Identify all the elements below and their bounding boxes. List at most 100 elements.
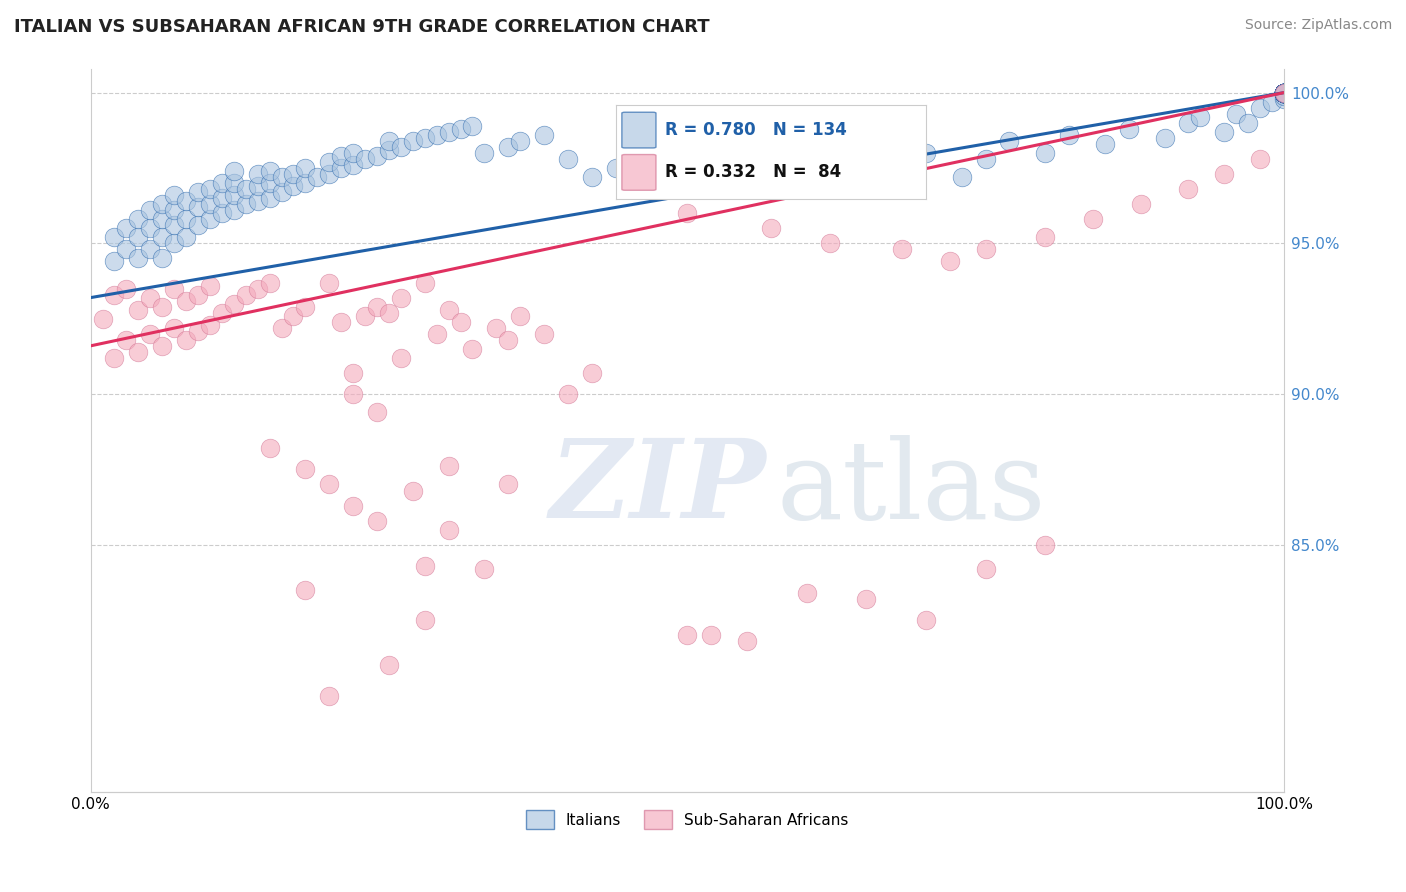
Point [509, 309, 531, 323]
Point [1272, 86, 1295, 100]
Point [115, 221, 138, 235]
Point [246, 179, 269, 194]
Point [676, 628, 699, 642]
Point [366, 300, 388, 314]
Point [998, 134, 1021, 148]
Point [198, 182, 221, 196]
Point [198, 318, 221, 332]
Point [342, 387, 364, 401]
Point [366, 149, 388, 163]
Point [1272, 86, 1295, 100]
Point [915, 145, 938, 160]
Point [139, 203, 162, 218]
Point [891, 161, 914, 175]
Point [139, 221, 162, 235]
Point [1272, 86, 1295, 100]
Point [330, 161, 353, 175]
Point [1272, 86, 1295, 100]
Point [163, 219, 186, 233]
Point [1033, 145, 1056, 160]
Point [283, 309, 305, 323]
Point [150, 230, 173, 244]
Point [330, 149, 353, 163]
Point [855, 140, 877, 154]
Point [1081, 212, 1104, 227]
Point [1094, 136, 1116, 151]
Point [283, 167, 305, 181]
Point [211, 176, 233, 190]
Point [1153, 131, 1175, 145]
Point [1118, 121, 1140, 136]
Point [1272, 88, 1295, 103]
Point [1272, 86, 1295, 100]
Point [103, 254, 125, 268]
Point [1249, 152, 1271, 166]
Point [163, 282, 186, 296]
Point [246, 282, 269, 296]
Point [115, 333, 138, 347]
Point [1272, 86, 1295, 100]
Point [246, 194, 269, 209]
Point [211, 206, 233, 220]
Point [1272, 86, 1295, 100]
Point [496, 140, 519, 154]
Point [402, 134, 425, 148]
Point [389, 140, 412, 154]
Point [1213, 125, 1236, 139]
Point [389, 351, 412, 365]
Point [437, 302, 460, 317]
Point [187, 324, 209, 338]
Point [163, 188, 186, 202]
Point [1272, 86, 1295, 100]
Point [103, 287, 125, 301]
Point [103, 230, 125, 244]
Point [389, 291, 412, 305]
Point [163, 236, 186, 251]
Point [1272, 86, 1295, 100]
Point [330, 315, 353, 329]
Point [413, 276, 436, 290]
Point [187, 287, 209, 301]
Point [1249, 101, 1271, 115]
Point [735, 634, 758, 648]
Point [378, 134, 401, 148]
Point [1213, 167, 1236, 181]
Point [1272, 86, 1295, 100]
Point [259, 442, 281, 456]
Point [413, 131, 436, 145]
Point [461, 119, 484, 133]
Point [294, 176, 316, 190]
Point [759, 221, 782, 235]
Point [974, 562, 997, 576]
Point [187, 219, 209, 233]
Point [496, 333, 519, 347]
Point [437, 459, 460, 474]
Point [127, 230, 149, 244]
Point [831, 145, 853, 160]
Point [259, 191, 281, 205]
Point [1272, 86, 1295, 100]
Point [1272, 86, 1295, 100]
Point [820, 236, 842, 251]
Point [163, 320, 186, 334]
Point [222, 188, 245, 202]
Point [605, 161, 627, 175]
Point [437, 523, 460, 537]
Point [342, 499, 364, 513]
Point [437, 125, 460, 139]
Point [283, 179, 305, 194]
Point [1272, 86, 1295, 100]
Point [1261, 95, 1284, 109]
Point [174, 230, 197, 244]
Point [1272, 86, 1295, 100]
Point [1272, 86, 1295, 100]
Point [198, 278, 221, 293]
Point [974, 243, 997, 257]
Point [700, 628, 723, 642]
Point [222, 203, 245, 218]
Point [139, 326, 162, 341]
Point [426, 128, 449, 142]
Point [211, 306, 233, 320]
Point [450, 315, 472, 329]
Point [1272, 86, 1295, 100]
